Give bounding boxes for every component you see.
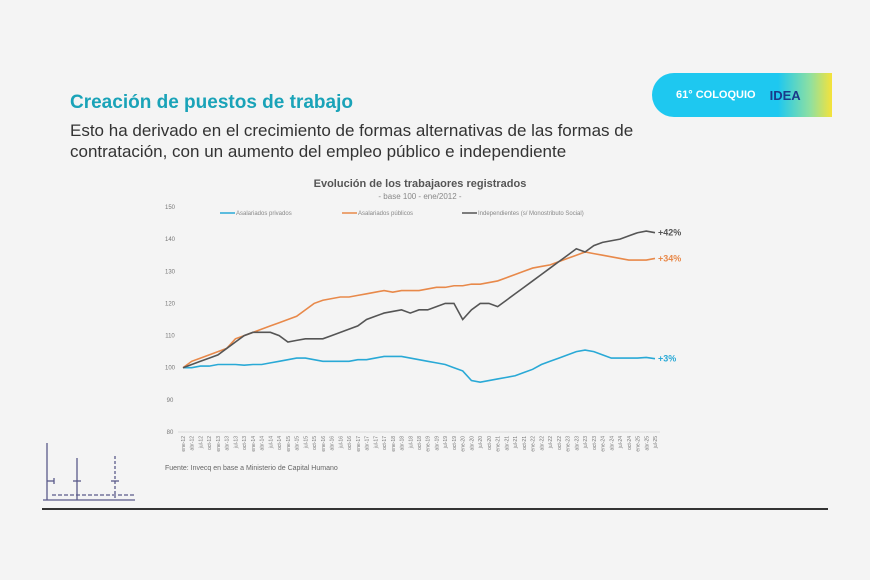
x-tick-label: oct-16 — [347, 436, 353, 450]
x-tick-label: abr-25 — [644, 436, 650, 451]
end-label: +42% — [658, 228, 681, 238]
x-tick-label: abr-17 — [365, 436, 371, 451]
idea-logo: IDEA — [769, 87, 801, 103]
slide-title: Creación de puestos de trabajo — [70, 92, 353, 113]
x-tick-label: abr-12 — [190, 436, 196, 451]
legend-label: Asalariados públicos — [358, 211, 413, 217]
x-tick-label: abr-16 — [330, 436, 336, 451]
x-tick-label: abr-23 — [574, 436, 580, 451]
x-tick-label: oct-22 — [557, 436, 563, 450]
x-tick-label: abr-15 — [295, 436, 301, 451]
x-tick-label: jul-23 — [583, 436, 589, 449]
series-line — [183, 349, 656, 383]
x-tick-label: ene-20 — [461, 436, 467, 452]
x-tick-label: oct-19 — [452, 436, 458, 450]
x-tick-label: abr-22 — [539, 436, 545, 451]
x-tick-label: ene-21 — [496, 436, 502, 452]
x-tick-label: ene-17 — [356, 436, 362, 452]
x-tick-label: ene-16 — [321, 436, 327, 452]
y-tick-label: 120 — [165, 301, 176, 307]
chart-source: Fuente: Invecq en base a Ministerio de C… — [165, 465, 338, 472]
chart-title: Evolución de los trabajaores registrados — [314, 178, 527, 190]
y-tick-label: 100 — [165, 366, 176, 372]
x-tick-label: abr-13 — [225, 436, 231, 451]
legend-label: Independientes (s/ Monostributo Social) — [478, 211, 584, 217]
slide-subtitle: Esto ha derivado en el crecimiento de fo… — [70, 121, 634, 161]
x-tick-label: oct-14 — [277, 436, 283, 450]
line-chart: Evolución de los trabajaores registrados… — [165, 178, 681, 452]
x-tick-label: jul-21 — [513, 436, 519, 449]
y-tick-label: 110 — [165, 334, 175, 340]
chart-subtitle: - base 100 - ene/2012 - — [378, 192, 462, 201]
y-tick-label: 80 — [167, 430, 174, 436]
x-tick-label: jul-13 — [233, 436, 239, 449]
x-tick-label: jul-15 — [303, 436, 309, 449]
badge-text: 61° COLOQUIO — [676, 89, 756, 101]
x-tick-label: oct-24 — [627, 436, 633, 450]
x-tick-label: ene-24 — [601, 436, 607, 452]
x-tick-label: abr-24 — [609, 436, 615, 451]
x-tick-label: jul-24 — [618, 436, 624, 449]
x-tick-label: abr-20 — [469, 436, 475, 451]
x-tick-label: ene-14 — [251, 436, 257, 452]
x-tick-label: jul-12 — [198, 436, 204, 449]
x-tick-label: abr-18 — [400, 436, 406, 451]
legend-label: Asalariados privados — [236, 211, 292, 217]
x-tick-label: oct-20 — [487, 436, 493, 450]
y-tick-label: 140 — [165, 237, 176, 243]
end-label: +3% — [658, 354, 676, 364]
x-tick-label: abr-19 — [434, 436, 440, 451]
x-tick-label: jul-19 — [443, 436, 449, 449]
x-tick-label: jul-16 — [338, 436, 344, 449]
x-tick-label: oct-12 — [207, 436, 213, 450]
series-line — [182, 251, 656, 369]
end-label: +34% — [658, 253, 681, 263]
x-tick-label: ene-22 — [531, 436, 537, 452]
x-tick-label: oct-13 — [242, 436, 248, 450]
x-tick-label: abr-21 — [504, 436, 510, 451]
x-tick-label: oct-23 — [592, 436, 598, 450]
x-tick-label: ene-19 — [426, 436, 432, 452]
divider — [42, 508, 828, 510]
x-tick-label: ene-18 — [391, 436, 397, 452]
x-tick-label: oct-18 — [417, 436, 423, 450]
y-tick-label: 130 — [165, 269, 176, 275]
x-tick-label: jul-20 — [478, 436, 484, 449]
x-tick-label: ene-25 — [636, 436, 642, 452]
series-line — [182, 230, 656, 369]
x-tick-label: jul-25 — [653, 436, 659, 449]
x-tick-label: abr-14 — [260, 436, 266, 451]
decorative-logo-icon — [43, 443, 135, 501]
x-tick-label: ene-13 — [216, 436, 222, 452]
x-tick-label: ene-15 — [286, 436, 292, 452]
x-tick-label: ene-23 — [566, 436, 572, 452]
event-badge: 61° COLOQUIO IDEA — [652, 73, 832, 117]
x-tick-label: jul-22 — [548, 436, 554, 449]
y-tick-label: 90 — [167, 398, 174, 404]
x-tick-label: jul-14 — [268, 436, 274, 449]
x-tick-label: jul-17 — [373, 436, 379, 449]
y-tick-label: 150 — [165, 205, 176, 211]
x-tick-label: jul-18 — [408, 436, 414, 449]
x-tick-label: ene-12 — [181, 436, 187, 452]
x-tick-label: oct-17 — [382, 436, 388, 450]
x-tick-label: oct-15 — [312, 436, 318, 450]
x-tick-label: oct-21 — [522, 436, 528, 450]
